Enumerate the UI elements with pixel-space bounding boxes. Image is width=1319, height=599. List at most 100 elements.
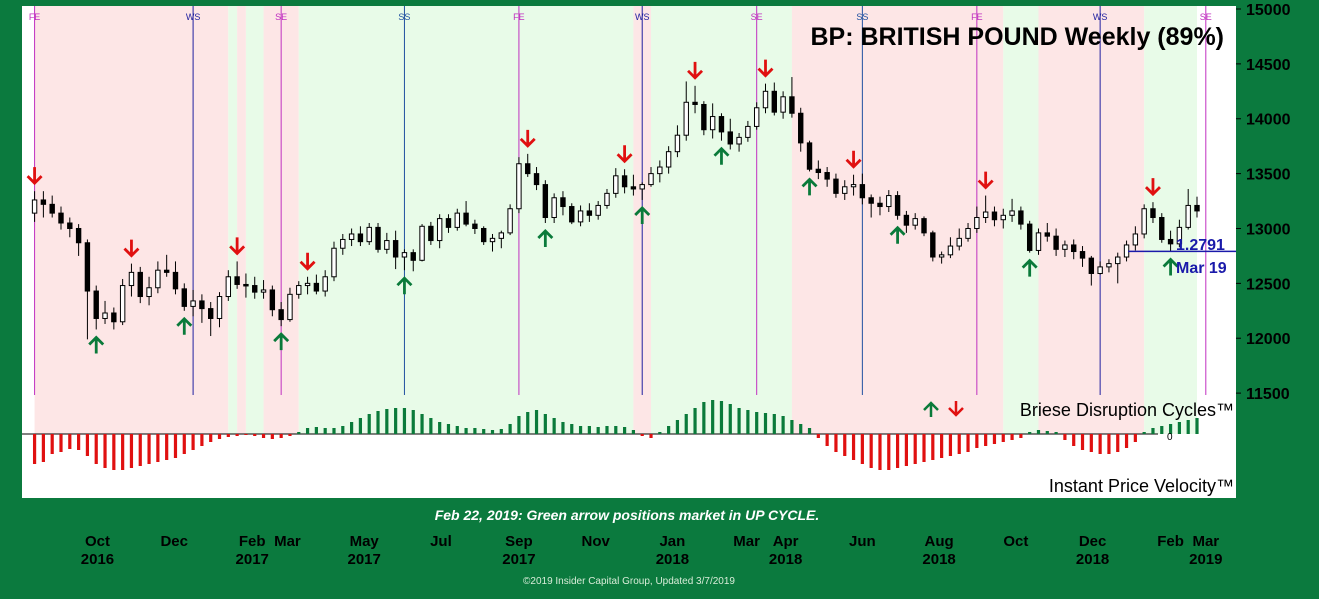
velocity-bar [534, 410, 539, 434]
velocity-bar [957, 434, 961, 454]
velocity-bar [552, 418, 556, 434]
velocity-bar [438, 422, 442, 434]
x-tick-month: Dec [160, 533, 188, 550]
candle-body [225, 276, 232, 298]
candle-body [111, 312, 117, 323]
candle-body [137, 271, 143, 298]
velocity-bar [1072, 434, 1076, 446]
velocity-bar [288, 434, 292, 436]
velocity-bar [649, 434, 653, 438]
velocity-bar [869, 434, 873, 468]
cycle-zone [245, 6, 264, 434]
velocity-bar [851, 434, 856, 460]
velocity-bar [1098, 434, 1102, 454]
candle-body [894, 195, 901, 216]
velocity-bar [305, 428, 310, 434]
candle-body [551, 197, 557, 219]
candle-body [789, 96, 795, 114]
candle-body [340, 238, 346, 249]
candle-body [586, 210, 593, 216]
down-arrow-marker [845, 150, 862, 169]
velocity-bar [1107, 434, 1111, 454]
candle-body [516, 163, 522, 210]
candle-body [454, 212, 460, 228]
velocity-bar [376, 411, 380, 434]
candle-body [639, 184, 645, 190]
velocity-bar [587, 426, 591, 434]
velocity-bar [1036, 430, 1041, 434]
candle-body [1035, 232, 1042, 251]
velocity-bar [473, 428, 477, 434]
down-arrow-marker [687, 61, 704, 80]
velocity-bar [279, 434, 283, 438]
x-tick-month: Jun [849, 533, 876, 550]
velocity-bar [948, 434, 953, 456]
candle-body [31, 199, 38, 214]
candle-body [252, 285, 258, 293]
price-date: Mar 19 [1176, 260, 1227, 277]
candle-body [921, 218, 927, 234]
velocity-bar [32, 434, 37, 464]
velocity-bar [596, 427, 600, 434]
candle-body [648, 173, 654, 186]
velocity-bar [1001, 434, 1005, 442]
velocity-bar [1019, 434, 1023, 438]
down-arrow-marker [229, 237, 246, 256]
candle-body [577, 210, 584, 223]
velocity-bar [614, 426, 618, 434]
velocity-bar [332, 428, 336, 434]
velocity-bar [763, 413, 768, 434]
velocity-bar [1151, 428, 1155, 434]
candle-body [665, 151, 672, 168]
velocity-bar [825, 434, 829, 446]
velocity-bar [622, 427, 627, 434]
velocity-bar [226, 434, 230, 437]
candlestick-series [31, 77, 1200, 340]
up-arrow-marker [1162, 257, 1179, 276]
candle-body [692, 101, 698, 105]
candle-body [67, 222, 73, 229]
candle-body [560, 197, 566, 208]
y-tick-label: 14000 [1246, 112, 1291, 129]
candle-body [1176, 226, 1183, 245]
candle-body [287, 293, 293, 321]
velocity-bar [129, 434, 134, 468]
x-tick-year: 2017 [236, 551, 269, 568]
up-arrow-marker [396, 276, 413, 295]
x-tick-year: 2016 [81, 551, 114, 568]
y-tick-label: 15000 [1246, 2, 1291, 19]
up-arrow-marker [634, 205, 651, 224]
velocity-bar [182, 434, 186, 454]
x-tick-month: Mar [1192, 533, 1219, 550]
candle-body [1018, 210, 1024, 225]
price-label: 1.2791 Mar 19 [1128, 237, 1236, 277]
up-arrow-marker [801, 177, 818, 196]
velocity-bar [429, 418, 433, 434]
candle-body [982, 211, 989, 219]
annotation-banner: Feb 22, 2019: Green arrow positions mark… [435, 507, 820, 523]
candle-body [965, 227, 971, 239]
velocity-bar [1133, 434, 1137, 442]
x-tick-month: Oct [85, 533, 110, 550]
velocity-bar [482, 429, 486, 434]
candle-body [119, 285, 126, 323]
candle-body [234, 276, 240, 285]
velocity-bar [94, 434, 98, 464]
x-tick-year: 2018 [1076, 551, 1109, 568]
velocity-bar [59, 434, 63, 452]
candle-body [595, 204, 601, 216]
up-arrow-marker [889, 225, 906, 244]
cycle-line-label: WS [635, 12, 650, 22]
up-arrow-marker [176, 316, 193, 335]
velocity-bar [1063, 434, 1067, 440]
velocity-bar [878, 434, 882, 470]
candle-body [1167, 238, 1174, 245]
velocity-bar [561, 422, 565, 434]
velocity-bar [68, 434, 72, 449]
candle-body [727, 131, 733, 145]
velocity-bar [138, 434, 142, 466]
candle-body [542, 184, 549, 219]
candle-body [313, 282, 320, 292]
up-arrow-marker [273, 332, 290, 351]
